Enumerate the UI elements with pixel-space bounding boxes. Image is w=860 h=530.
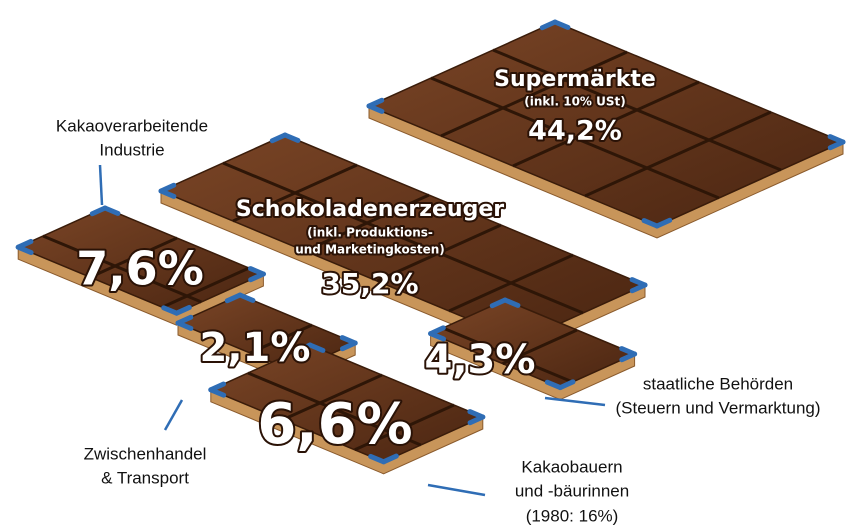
segment-share: 35,2% (321, 267, 418, 300)
segment-share: 44,2% (528, 116, 622, 147)
outside-label: und -bäurinnen (515, 481, 629, 500)
outside-note: (Steuern und Vermarktung) (615, 398, 820, 417)
outside-label: Kakaobauern (521, 457, 622, 476)
outside-label: & Transport (101, 468, 189, 487)
leader-line (165, 400, 182, 430)
outside-label: staatliche Behörden (643, 374, 793, 393)
segment-share: 6,6% (257, 392, 412, 457)
outside-label: Kakaoverarbeitende (56, 116, 208, 135)
segment-label: Schokoladenerzeuger (236, 197, 504, 222)
segment-share: 4,3% (425, 337, 536, 383)
segment-note: (inkl. 10% USt) (524, 95, 625, 109)
segment-label: Supermärkte (494, 67, 656, 92)
infographic: Supermärkte (inkl. 10% USt) 44,2% Schoko… (0, 0, 860, 530)
segment-note: und Marketingkosten) (295, 243, 445, 257)
segment-share: 7,6% (76, 242, 204, 296)
segment-share: 2,1% (200, 325, 311, 371)
outside-label: Zwischenhandel (84, 444, 207, 463)
outside-note: (1980: 16%) (526, 506, 619, 525)
segment-note: (inkl. Produktions- (307, 226, 433, 240)
leader-line (545, 398, 605, 405)
leader-line (100, 165, 102, 205)
outside-label: Industrie (99, 140, 164, 159)
leader-line (428, 485, 485, 495)
